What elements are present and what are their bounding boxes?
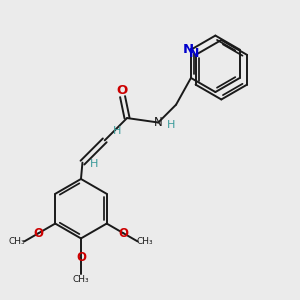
Text: O: O <box>34 227 44 240</box>
Text: H: H <box>167 121 175 130</box>
Text: N: N <box>154 116 163 129</box>
Text: O: O <box>118 227 128 240</box>
Text: CH₃: CH₃ <box>137 237 153 246</box>
Text: N: N <box>182 43 194 56</box>
Text: N: N <box>189 47 199 60</box>
Text: H: H <box>113 126 122 136</box>
Text: O: O <box>116 84 128 97</box>
Text: CH₃: CH₃ <box>73 275 89 284</box>
Text: CH₃: CH₃ <box>9 237 25 246</box>
Text: O: O <box>76 251 86 264</box>
Text: H: H <box>90 159 98 169</box>
